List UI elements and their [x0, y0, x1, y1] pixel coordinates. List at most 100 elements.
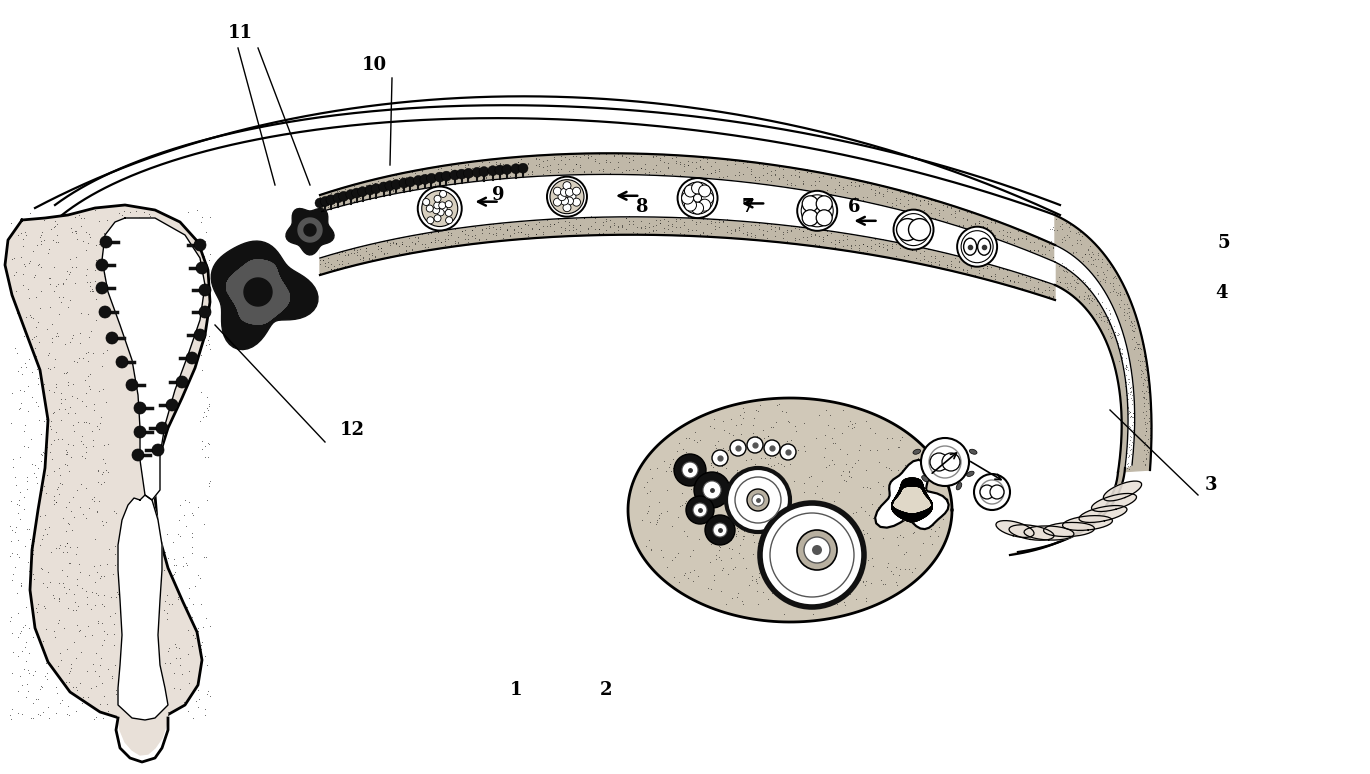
Circle shape — [199, 284, 211, 296]
Circle shape — [440, 205, 447, 212]
Polygon shape — [892, 481, 932, 519]
Polygon shape — [892, 485, 932, 515]
Circle shape — [333, 193, 342, 203]
Circle shape — [897, 214, 929, 245]
Circle shape — [681, 192, 693, 204]
Polygon shape — [1055, 215, 1152, 472]
Polygon shape — [227, 267, 289, 317]
Polygon shape — [227, 265, 289, 319]
Text: 5: 5 — [1218, 234, 1230, 252]
Text: 1: 1 — [510, 681, 522, 699]
Polygon shape — [1008, 525, 1054, 540]
Polygon shape — [227, 264, 289, 320]
Polygon shape — [227, 265, 289, 319]
Polygon shape — [892, 484, 932, 516]
Polygon shape — [227, 265, 289, 319]
Polygon shape — [892, 485, 932, 515]
Polygon shape — [892, 483, 932, 517]
Polygon shape — [227, 265, 289, 318]
Polygon shape — [227, 268, 289, 317]
Polygon shape — [892, 478, 932, 522]
Polygon shape — [892, 481, 932, 519]
Polygon shape — [892, 481, 932, 519]
Circle shape — [893, 210, 933, 249]
Circle shape — [434, 172, 445, 182]
Circle shape — [438, 202, 445, 209]
Polygon shape — [227, 265, 289, 320]
Circle shape — [803, 196, 818, 212]
Polygon shape — [227, 268, 289, 316]
Polygon shape — [892, 480, 932, 520]
Polygon shape — [1055, 245, 1134, 468]
Circle shape — [390, 180, 401, 190]
Polygon shape — [227, 262, 289, 321]
Ellipse shape — [978, 238, 991, 255]
Circle shape — [418, 187, 462, 231]
Polygon shape — [227, 262, 289, 322]
Polygon shape — [5, 205, 210, 722]
Circle shape — [473, 167, 482, 177]
Polygon shape — [892, 485, 932, 515]
Polygon shape — [1092, 494, 1137, 512]
Circle shape — [712, 523, 727, 537]
Circle shape — [434, 214, 441, 222]
Circle shape — [96, 282, 108, 294]
Circle shape — [440, 190, 447, 197]
Polygon shape — [227, 262, 289, 322]
Polygon shape — [227, 266, 289, 318]
Circle shape — [685, 199, 696, 211]
Polygon shape — [227, 260, 289, 324]
Polygon shape — [892, 478, 932, 522]
Polygon shape — [227, 264, 289, 320]
Polygon shape — [227, 265, 289, 319]
Circle shape — [441, 171, 452, 181]
Circle shape — [445, 217, 452, 224]
Circle shape — [930, 453, 948, 471]
Polygon shape — [227, 264, 289, 320]
Polygon shape — [227, 268, 289, 316]
Polygon shape — [227, 261, 289, 324]
Circle shape — [563, 182, 571, 190]
Polygon shape — [227, 262, 289, 323]
Polygon shape — [892, 481, 932, 519]
Polygon shape — [892, 479, 932, 521]
Polygon shape — [892, 478, 932, 522]
Circle shape — [693, 503, 707, 517]
Polygon shape — [227, 261, 289, 323]
Polygon shape — [227, 268, 289, 317]
Polygon shape — [227, 262, 289, 323]
Polygon shape — [227, 260, 289, 324]
Polygon shape — [892, 478, 932, 522]
Circle shape — [681, 182, 714, 214]
Circle shape — [385, 180, 395, 190]
Polygon shape — [227, 260, 289, 324]
Polygon shape — [892, 481, 932, 519]
Polygon shape — [304, 224, 316, 236]
Polygon shape — [227, 267, 289, 317]
Circle shape — [463, 168, 474, 178]
Circle shape — [423, 198, 430, 206]
Circle shape — [693, 194, 701, 202]
Circle shape — [195, 239, 206, 251]
Polygon shape — [227, 262, 289, 322]
Circle shape — [770, 513, 854, 597]
Circle shape — [437, 209, 444, 216]
Polygon shape — [227, 260, 289, 324]
Ellipse shape — [922, 475, 929, 481]
Circle shape — [553, 198, 562, 206]
Text: 2: 2 — [600, 681, 612, 699]
Circle shape — [797, 530, 837, 570]
Circle shape — [560, 188, 569, 197]
Polygon shape — [227, 262, 289, 323]
Polygon shape — [227, 268, 289, 317]
Polygon shape — [321, 153, 1055, 300]
Circle shape — [495, 165, 504, 175]
Circle shape — [817, 196, 832, 212]
Circle shape — [186, 352, 199, 364]
Circle shape — [378, 182, 389, 192]
Polygon shape — [996, 521, 1034, 537]
Circle shape — [427, 217, 434, 224]
Circle shape — [764, 440, 780, 456]
Circle shape — [433, 207, 440, 214]
Circle shape — [134, 402, 147, 414]
